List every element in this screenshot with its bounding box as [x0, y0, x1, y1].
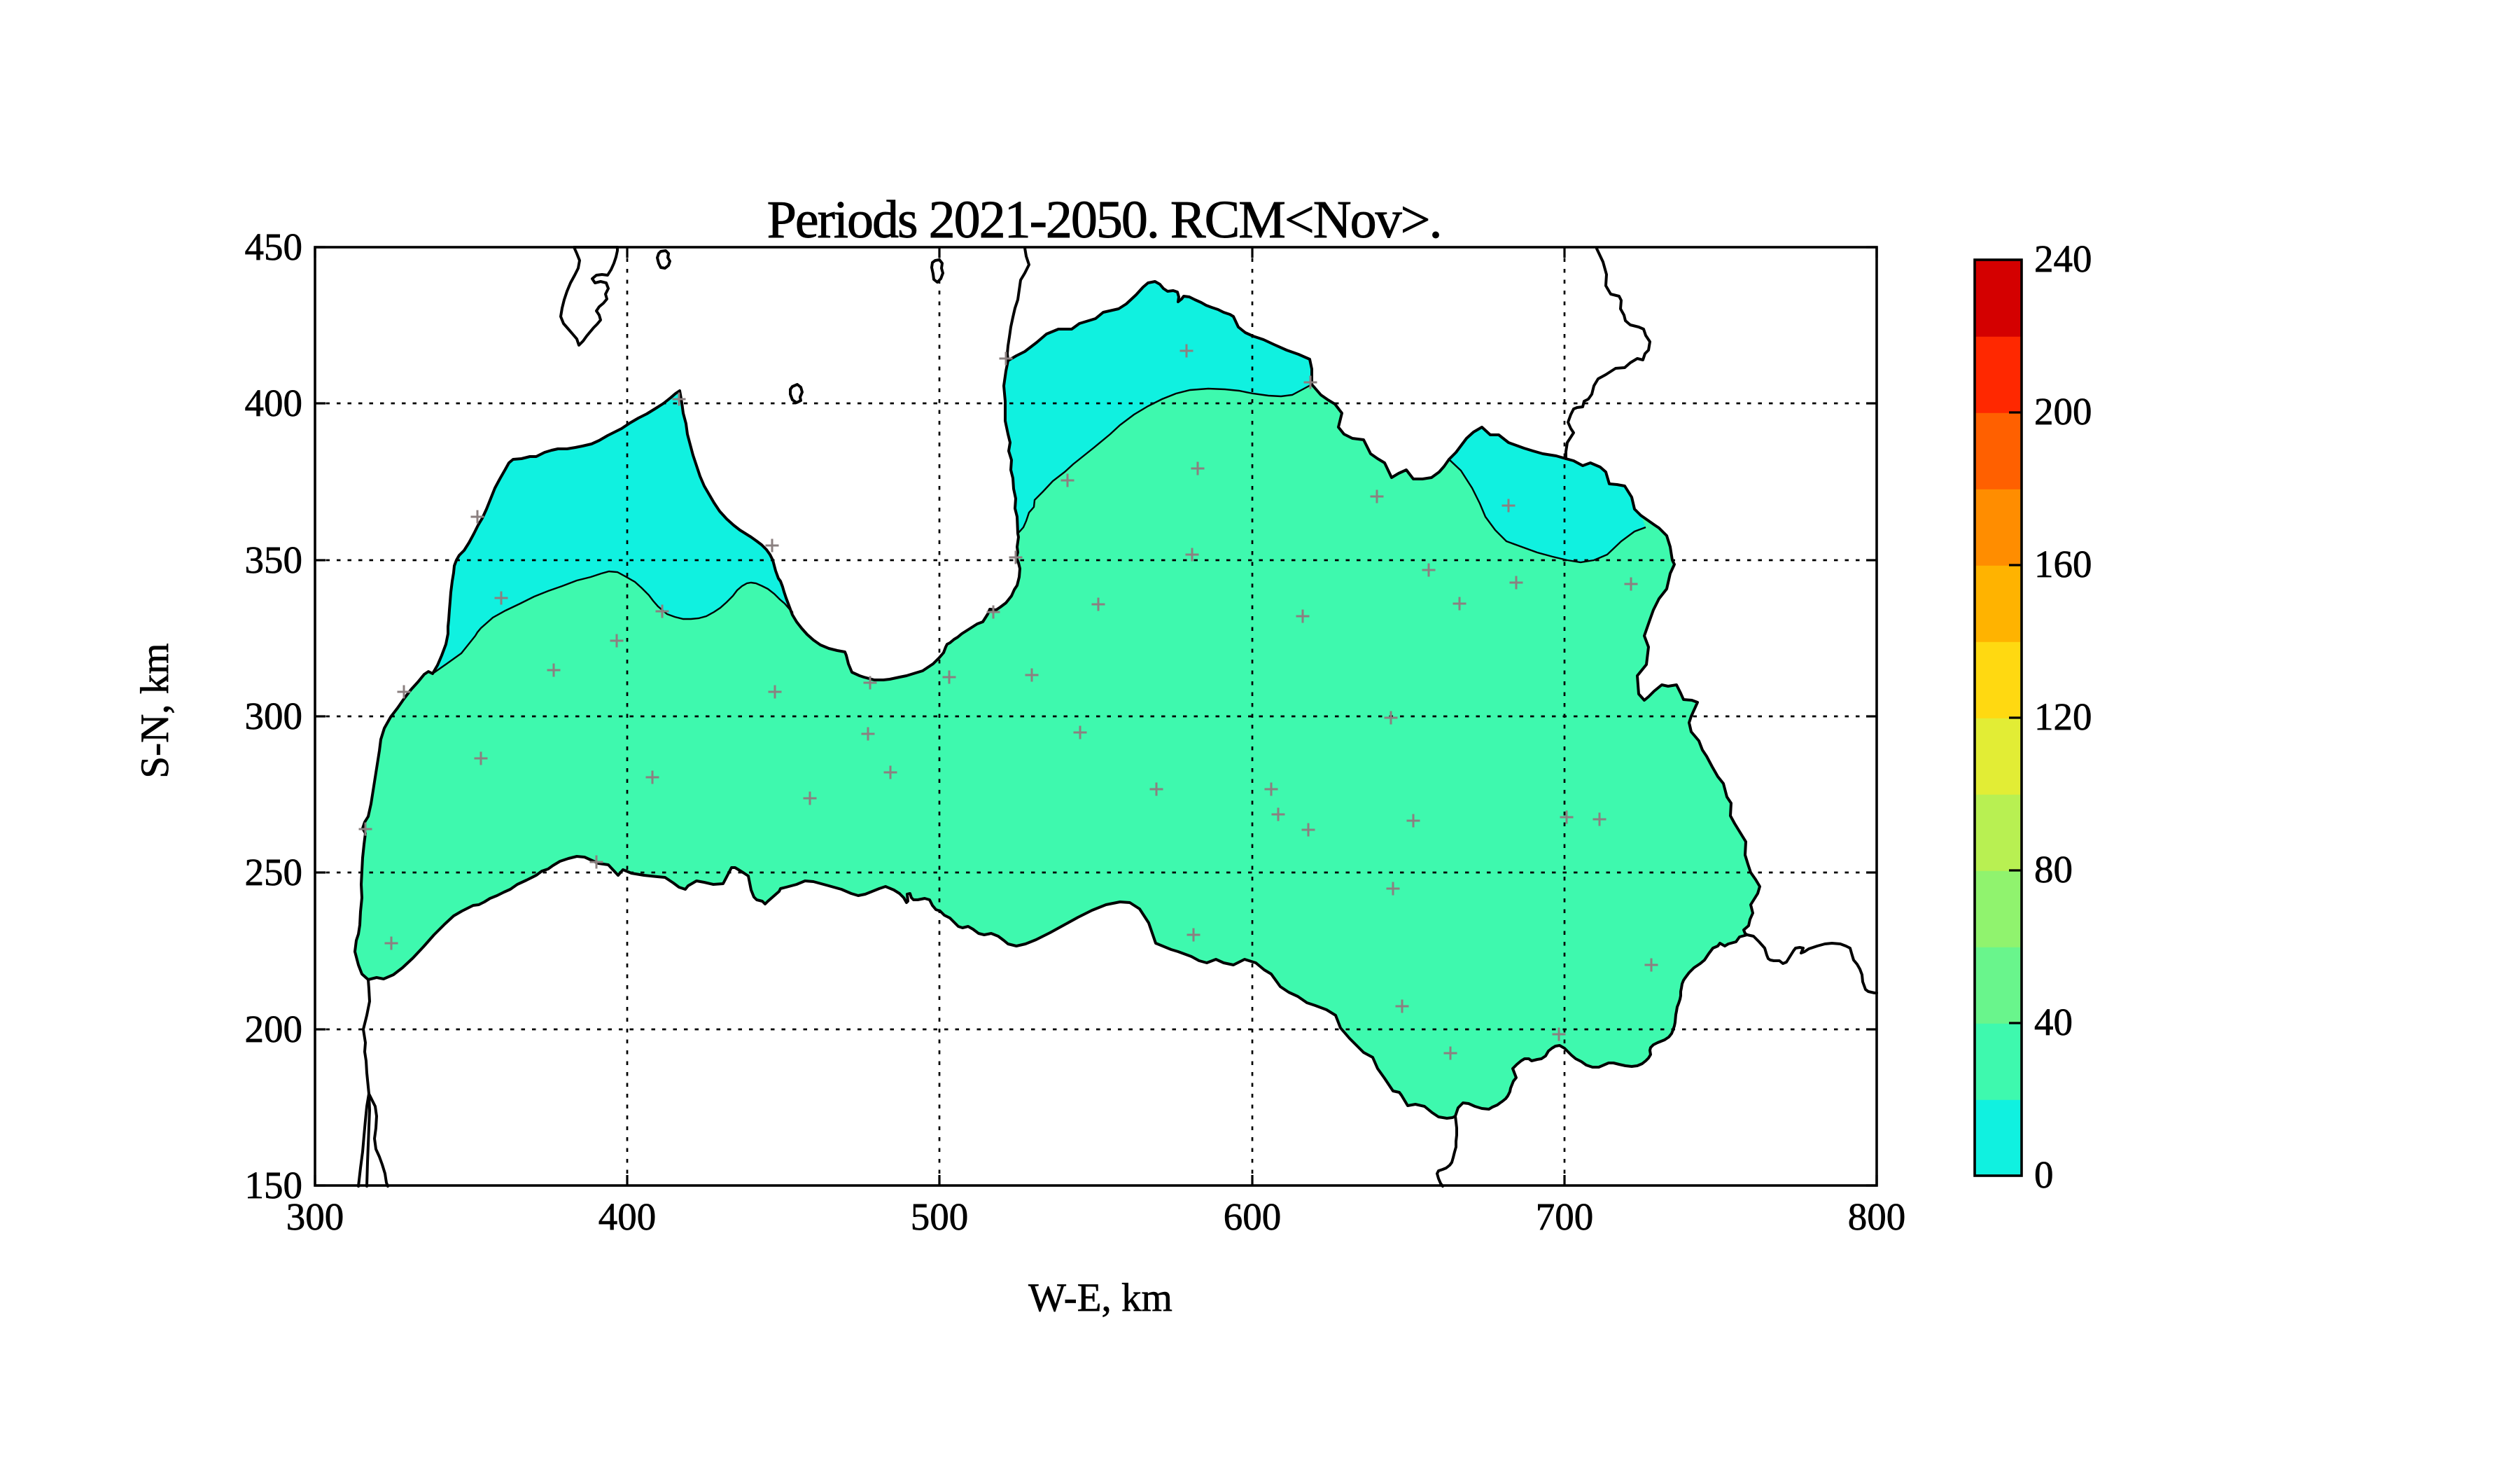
svg-text:500: 500 [911, 1195, 969, 1238]
svg-text:400: 400 [598, 1195, 657, 1238]
svg-text:450: 450 [245, 225, 303, 268]
svg-text:800: 800 [1848, 1195, 1906, 1238]
svg-text:150: 150 [245, 1164, 303, 1207]
svg-text:200: 200 [2034, 390, 2092, 433]
svg-text:40: 40 [2034, 1001, 2073, 1043]
svg-text:700: 700 [1536, 1195, 1594, 1238]
svg-text:600: 600 [1224, 1195, 1282, 1238]
svg-text:250: 250 [245, 851, 303, 894]
svg-text:200: 200 [245, 1008, 303, 1050]
svg-text:350: 350 [245, 538, 303, 581]
svg-text:Periods 2021-2050. RCM<Nov>.: Periods 2021-2050. RCM<Nov>. [767, 190, 1441, 249]
svg-text:240: 240 [2034, 237, 2092, 280]
svg-text:160: 160 [2034, 543, 2092, 585]
svg-text:W-E, km: W-E, km [1028, 1276, 1172, 1320]
svg-text:S-N, km: S-N, km [133, 643, 177, 778]
svg-text:300: 300 [286, 1195, 344, 1238]
svg-text:400: 400 [245, 382, 303, 424]
svg-text:0: 0 [2034, 1153, 2054, 1196]
svg-text:80: 80 [2034, 848, 2073, 891]
svg-text:300: 300 [245, 695, 303, 737]
svg-text:120: 120 [2034, 695, 2092, 738]
